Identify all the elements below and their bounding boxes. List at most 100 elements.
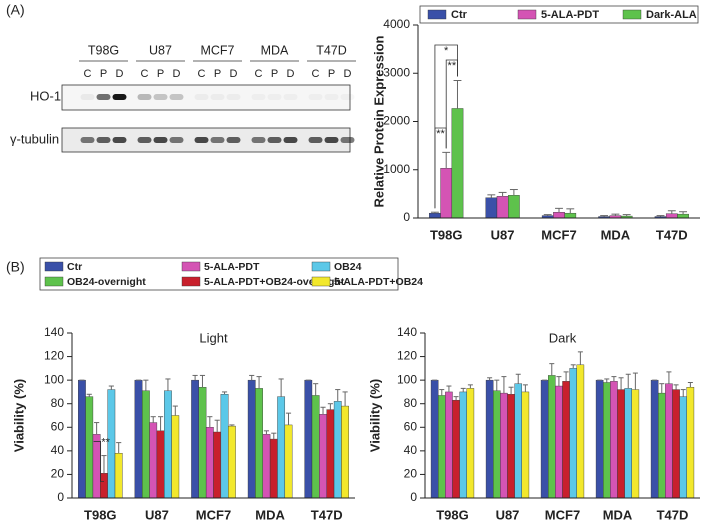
panel-label: (A) (6, 2, 25, 18)
blot-band (341, 94, 355, 100)
bar (92, 434, 101, 499)
legend-swatch (311, 261, 331, 272)
bar (198, 387, 207, 499)
legend-label: OB24-overnight (67, 276, 146, 288)
bar (255, 388, 263, 499)
blot-band (325, 94, 339, 100)
bar (672, 389, 680, 499)
bar (569, 368, 578, 499)
bar (679, 396, 688, 499)
legend-swatch (181, 261, 201, 272)
cell-line-label: U87 (149, 43, 172, 57)
lane-label: C (84, 68, 92, 80)
bar (514, 383, 523, 499)
blot-band (284, 94, 298, 100)
blot-band (153, 137, 168, 143)
bar (562, 381, 570, 499)
x-tick-label: U87 (145, 507, 169, 522)
y-axis-label: Viability (%) (367, 379, 382, 452)
bar (507, 394, 515, 499)
x-tick-label: MCF7 (196, 507, 231, 522)
bar (496, 196, 509, 219)
bar (333, 401, 342, 499)
bar (555, 385, 563, 499)
x-tick-label: MDA (255, 507, 285, 522)
legend-label: 5-ALA-PDT+OB24 (334, 276, 423, 288)
lane-label: C (312, 68, 320, 80)
bar (485, 197, 498, 219)
significance-bracket (445, 59, 458, 149)
lane-label: P (214, 68, 221, 80)
bar (548, 375, 556, 499)
blot-band (251, 137, 266, 143)
y-tick-label: 2000 (383, 114, 410, 128)
cell-line-label: T47D (316, 43, 347, 57)
bar (319, 414, 327, 499)
chart-title: Light (199, 330, 228, 345)
y-tick-label: 100 (397, 372, 417, 386)
bar (247, 379, 256, 499)
bar (508, 195, 520, 219)
y-tick-label: 4000 (383, 17, 410, 31)
legend-label: 5-ALA-PDT+OB24-overnight (204, 276, 345, 288)
y-tick-label: 3000 (383, 65, 410, 79)
bar (228, 425, 236, 499)
bar (603, 382, 611, 499)
lane-label: D (230, 68, 238, 80)
bar (262, 434, 271, 499)
bar (466, 388, 475, 499)
bar (100, 473, 108, 499)
lane-label: C (255, 68, 263, 80)
y-tick-label: 0 (410, 490, 417, 504)
y-axis-label: Viability (%) (11, 379, 26, 452)
x-tick-label: T98G (430, 227, 463, 242)
legend-label: OB24 (334, 261, 362, 273)
blot-band (112, 94, 127, 100)
bar (220, 394, 229, 499)
blot-row-label: HO-1 (30, 88, 61, 103)
bar (205, 427, 214, 499)
bar (326, 409, 335, 499)
blot-band (324, 137, 339, 143)
lane-label: P (157, 68, 164, 80)
bar (284, 424, 293, 499)
cell-line-label: MDA (261, 43, 289, 57)
significance-label: ** (436, 128, 445, 140)
y-axis-label: Relative Protein Expression (371, 35, 386, 207)
lane-label: P (271, 68, 278, 80)
lane-label: D (173, 68, 181, 80)
bar (114, 453, 123, 499)
bar (595, 379, 604, 499)
y-tick-label: 80 (51, 396, 65, 410)
x-tick-label: MDA (603, 507, 633, 522)
bar (429, 212, 441, 219)
bar (658, 392, 666, 499)
blot-band (226, 137, 241, 143)
y-tick-label: 0 (403, 210, 410, 224)
bar (610, 381, 618, 499)
blot-band (194, 137, 209, 143)
x-tick-label: T98G (436, 507, 469, 522)
legend-box (39, 257, 399, 291)
legend-swatch (622, 9, 642, 20)
bar (134, 379, 143, 499)
blot-row-label: γ-tubulin (10, 131, 59, 146)
legend-swatch (427, 9, 447, 20)
x-tick-label: U87 (496, 507, 520, 522)
legend-swatch (517, 9, 537, 20)
x-tick-label: U87 (491, 227, 515, 242)
blot-band (283, 137, 298, 143)
bar (304, 379, 313, 499)
bar (493, 390, 501, 499)
bar (341, 405, 349, 499)
blot-band (96, 137, 111, 143)
blot-band (137, 137, 152, 143)
lane-label: C (141, 68, 149, 80)
y-tick-label: 20 (404, 467, 418, 481)
x-tick-label: T98G (84, 507, 117, 522)
legend-label: 5-ALA-PDT (541, 9, 599, 21)
y-tick-label: 140 (397, 325, 417, 339)
bar (141, 390, 150, 499)
bar (85, 396, 94, 499)
bar (553, 212, 565, 219)
